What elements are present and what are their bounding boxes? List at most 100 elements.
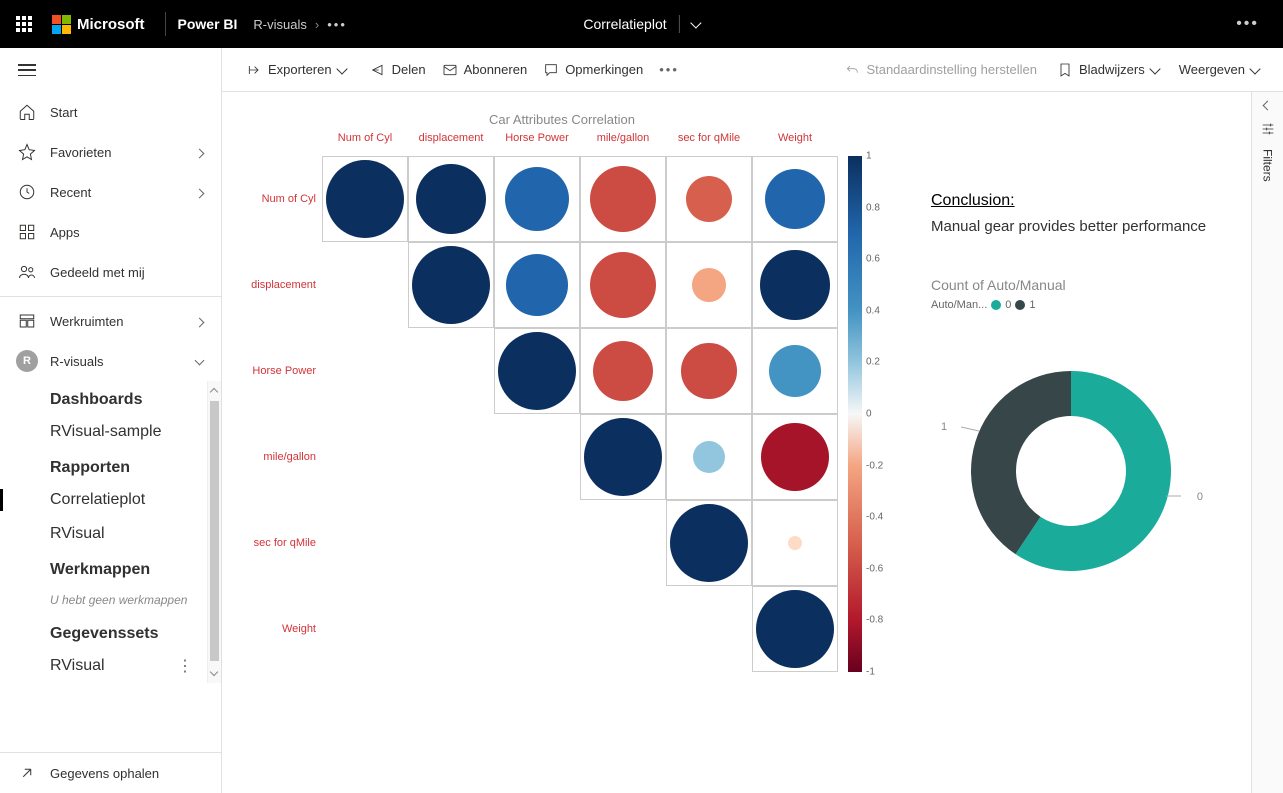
correlation-cell xyxy=(408,156,494,242)
column-label: Num of Cyl xyxy=(322,132,408,156)
legend-dot xyxy=(991,300,1001,310)
correlation-cell xyxy=(494,242,580,328)
scale-tick: -0.8 xyxy=(866,615,883,626)
sidebar-item-home[interactable]: Start xyxy=(0,92,221,132)
sidebar-item-getdata[interactable]: Gegevens ophalen xyxy=(0,753,221,793)
chevron-right-icon xyxy=(196,185,203,200)
row-label: mile/gallon xyxy=(242,451,322,463)
breadcrumb-workspace[interactable]: R-visuals xyxy=(253,17,306,32)
product-name[interactable]: Power BI xyxy=(178,16,238,32)
dataset-item[interactable]: RVisual ⋮ xyxy=(0,649,207,683)
sidebar-item-recent[interactable]: Recent xyxy=(0,172,221,212)
sidebar-item-current-workspace[interactable]: R R-visuals xyxy=(0,341,221,381)
correlation-cell xyxy=(580,328,666,414)
correlation-cell xyxy=(580,156,666,242)
filters-rail[interactable]: Filters xyxy=(1251,92,1283,793)
correlation-cell xyxy=(666,242,752,328)
sidebar-item-shared[interactable]: Gedeeld met mij xyxy=(0,252,221,292)
column-label: Horse Power xyxy=(494,132,580,156)
scale-tick: 0 xyxy=(866,409,872,420)
sidebar-label: Gegevens ophalen xyxy=(50,766,159,781)
correlation-cell xyxy=(408,242,494,328)
scale-tick: -0.2 xyxy=(866,460,883,471)
hamburger-button[interactable] xyxy=(0,48,221,92)
section-dashboards: Dashboards xyxy=(0,381,207,415)
legend-value: 1 xyxy=(1029,299,1035,311)
app-launcher-icon[interactable] xyxy=(8,8,40,40)
chevron-right-icon xyxy=(196,145,203,160)
donut-legend: Auto/Man... 0 1 xyxy=(931,299,1221,311)
correlation-cell xyxy=(322,156,408,242)
global-header: Microsoft Power BI R-visuals › ••• Corre… xyxy=(0,0,1283,48)
divider xyxy=(165,12,166,36)
chevron-down-icon xyxy=(1149,63,1160,74)
color-scale: 10.80.60.40.20-0.2-0.4-0.6-0.8-1 xyxy=(848,156,862,672)
scale-tick: -0.6 xyxy=(866,563,883,574)
subscribe-button[interactable]: Abonneren xyxy=(434,58,536,82)
filters-label: Filters xyxy=(1261,149,1275,182)
sidebar-label: R-visuals xyxy=(50,354,103,369)
scale-tick: -1 xyxy=(866,667,875,678)
comments-button[interactable]: Opmerkingen xyxy=(535,58,651,82)
dataset-label: RVisual xyxy=(50,657,105,674)
section-workbooks: Werkmappen xyxy=(0,551,207,585)
breadcrumb-more-icon[interactable]: ••• xyxy=(327,17,347,32)
page-title-group: Correlatieplot xyxy=(583,15,699,33)
scrollbar[interactable] xyxy=(207,381,221,683)
sidebar-label: Favorieten xyxy=(50,145,111,160)
more-icon[interactable]: ⋮ xyxy=(177,656,193,676)
reset-button[interactable]: Standaardinstelling herstellen xyxy=(836,58,1045,82)
row-label: Num of Cyl xyxy=(242,193,322,205)
scale-tick: 0.2 xyxy=(866,357,880,368)
breadcrumb: R-visuals › ••• xyxy=(253,17,346,32)
scale-tick: -0.4 xyxy=(866,512,883,523)
donut-callout-1: 1 xyxy=(941,421,947,433)
share-button[interactable]: Delen xyxy=(362,58,434,82)
correlation-cell xyxy=(752,500,838,586)
people-icon xyxy=(18,263,36,281)
correlation-cell xyxy=(752,242,838,328)
row-label: Horse Power xyxy=(242,365,322,377)
chevron-down-icon[interactable] xyxy=(690,17,701,28)
view-button[interactable]: Weergeven xyxy=(1171,58,1267,81)
sidebar-label: Gedeeld met mij xyxy=(50,265,145,280)
correlation-cell xyxy=(752,328,838,414)
sidebar-item-favorites[interactable]: Favorieten xyxy=(0,132,221,172)
correlation-cell xyxy=(580,414,666,500)
conclusion-panel: Conclusion: Manual gear provides better … xyxy=(931,192,1221,581)
chart-title: Car Attributes Correlation xyxy=(302,112,822,127)
legend-dot xyxy=(1015,300,1025,310)
donut-chart: 1 0 xyxy=(961,361,1181,581)
correlation-cell xyxy=(666,414,752,500)
share-label: Delen xyxy=(392,62,426,77)
dashboard-item[interactable]: RVisual-sample xyxy=(0,415,207,449)
report-item-active[interactable]: Correlatieplot xyxy=(0,483,207,517)
sidebar-item-workspaces[interactable]: Werkruimten xyxy=(0,301,221,341)
reset-label: Standaardinstelling herstellen xyxy=(866,62,1037,77)
correlation-cell xyxy=(666,328,752,414)
chevron-left-icon[interactable] xyxy=(1263,101,1273,111)
correlation-cell xyxy=(494,328,580,414)
chevron-down-icon xyxy=(1249,63,1260,74)
more-button[interactable]: ••• xyxy=(651,58,687,81)
scale-tick: 0.6 xyxy=(866,254,880,265)
sidebar-label: Start xyxy=(50,105,77,120)
header-more-icon[interactable]: ••• xyxy=(1236,15,1275,33)
workbooks-empty: U hebt geen werkmappen xyxy=(0,585,207,615)
export-button[interactable]: Exporteren xyxy=(238,58,354,82)
scale-tick: 0.4 xyxy=(866,305,880,316)
chevron-down-icon xyxy=(196,354,203,369)
row-label: sec for qMile xyxy=(242,537,322,549)
correlation-cell xyxy=(666,500,752,586)
sidebar-item-apps[interactable]: Apps xyxy=(0,212,221,252)
subscribe-label: Abonneren xyxy=(464,62,528,77)
report-item[interactable]: RVisual xyxy=(0,517,207,551)
donut-callout-0: 0 xyxy=(1197,491,1203,503)
star-icon xyxy=(18,143,36,161)
export-label: Exporteren xyxy=(268,62,332,77)
row-label: displacement xyxy=(242,279,322,291)
column-label: Weight xyxy=(752,132,838,156)
comments-label: Opmerkingen xyxy=(565,62,643,77)
bookmarks-button[interactable]: Bladwijzers xyxy=(1049,58,1167,82)
correlation-cell xyxy=(666,156,752,242)
